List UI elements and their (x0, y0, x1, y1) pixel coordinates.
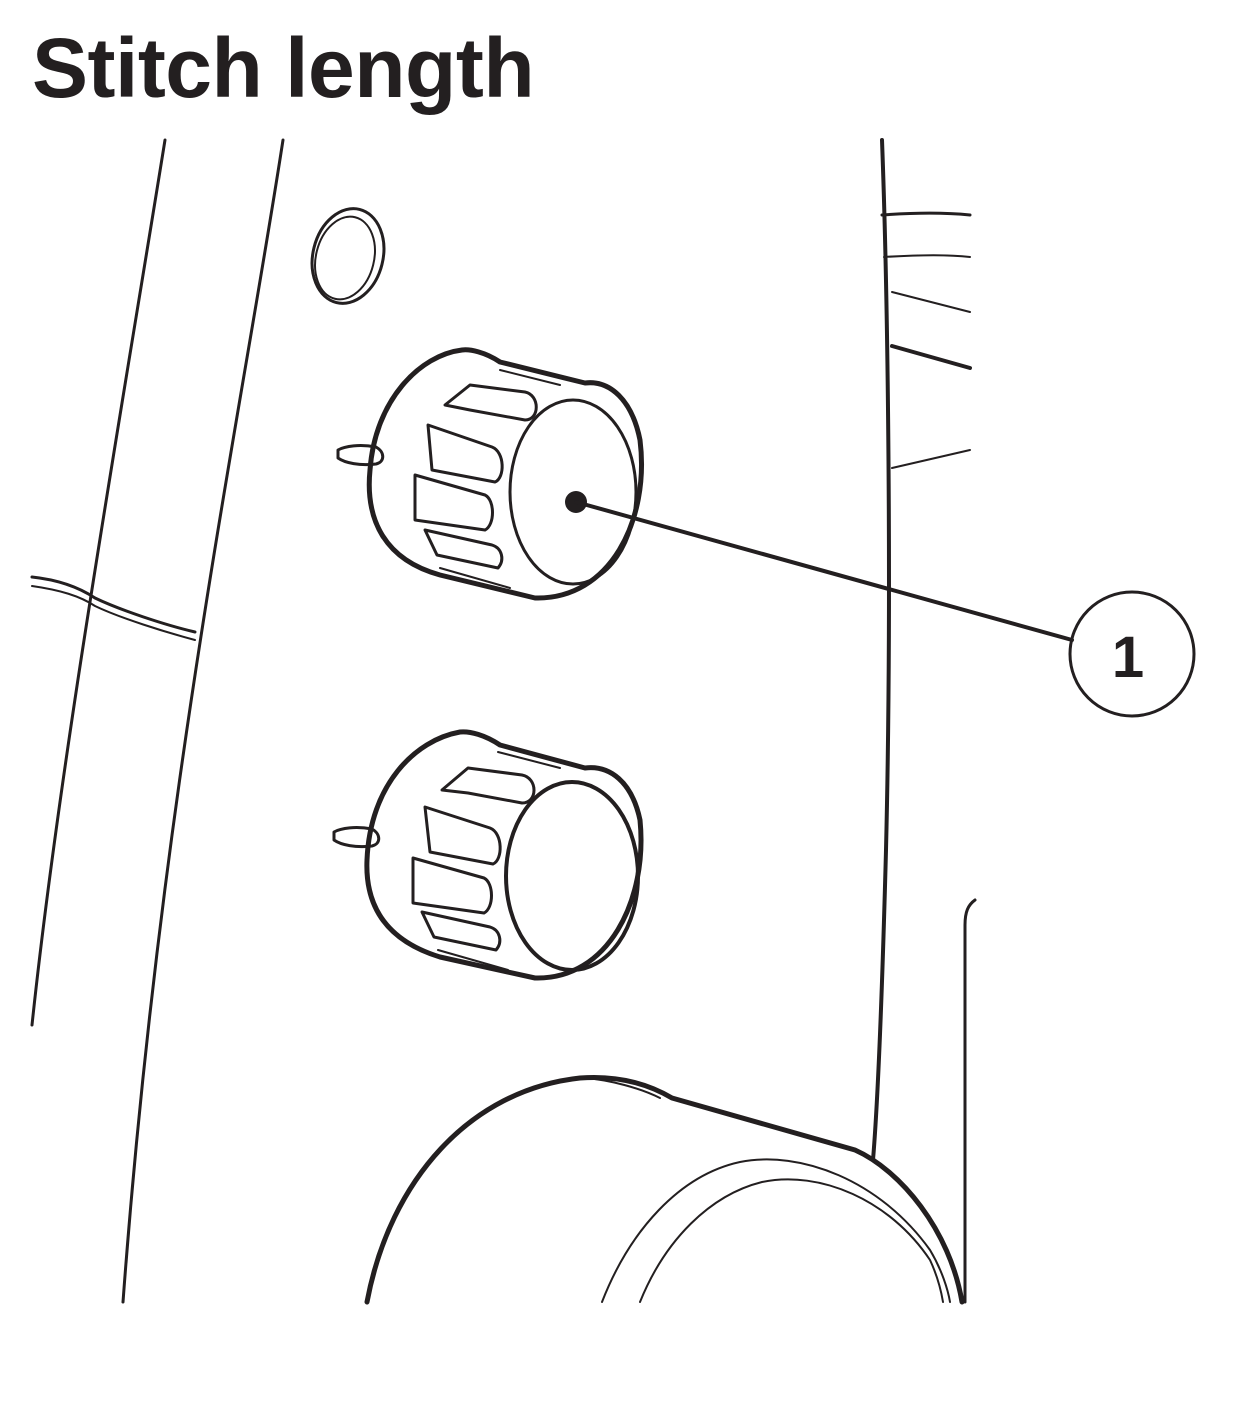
machine-front-housing (871, 138, 977, 1304)
callout-number: 1 (1112, 625, 1144, 690)
page-title: Stitch length (32, 21, 535, 115)
lower-dial (332, 729, 644, 981)
machine-side-panel (30, 138, 285, 1304)
top-round-button (310, 207, 386, 305)
hand-wheel (364, 1074, 965, 1305)
stitch-length-dial (336, 347, 644, 601)
callout-1: 1 (574, 500, 1196, 718)
